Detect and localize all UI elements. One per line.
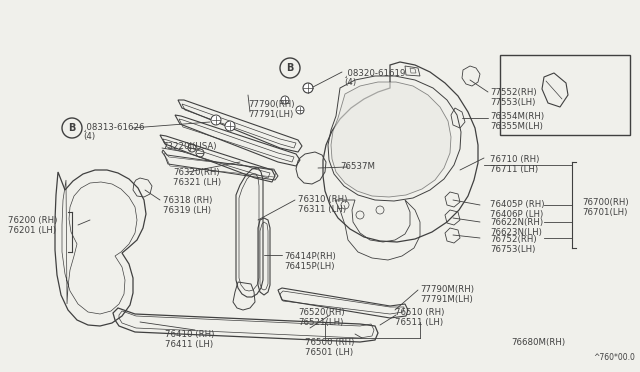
Text: 76414P(RH)
76415P(LH): 76414P(RH) 76415P(LH) [284, 252, 336, 272]
Text: 77552(RH)
77553(LH): 77552(RH) 77553(LH) [490, 88, 536, 108]
Circle shape [225, 121, 235, 131]
Text: 77790(RH)
77791(LH): 77790(RH) 77791(LH) [248, 100, 294, 119]
Text: B: B [286, 63, 294, 73]
Text: 76200 (RH)
76201 (LH): 76200 (RH) 76201 (LH) [8, 216, 58, 235]
Text: 76520(RH)
76521(LH): 76520(RH) 76521(LH) [298, 308, 344, 327]
Text: 76320(RH)
76321 (LH): 76320(RH) 76321 (LH) [173, 168, 221, 187]
Circle shape [281, 96, 289, 104]
Text: 76752(RH)
76753(LH): 76752(RH) 76753(LH) [490, 235, 536, 254]
Text: 76310 (RH)
76311 (LH): 76310 (RH) 76311 (LH) [298, 195, 348, 214]
Text: 76510 (RH)
76511 (LH): 76510 (RH) 76511 (LH) [395, 308, 444, 327]
Bar [500, 55, 630, 135]
Text: 76500 (RH)
76501 (LH): 76500 (RH) 76501 (LH) [305, 338, 355, 357]
Circle shape [211, 115, 221, 125]
Circle shape [303, 83, 313, 93]
Text: 76680M(RH): 76680M(RH) [511, 338, 565, 347]
Text: 76318 (RH)
76319 (LH): 76318 (RH) 76319 (LH) [163, 196, 212, 215]
Text: ¸08320-61619
(4): ¸08320-61619 (4) [344, 68, 406, 87]
Circle shape [296, 106, 304, 114]
Circle shape [280, 58, 300, 78]
Text: 76700(RH)
76701(LH): 76700(RH) 76701(LH) [582, 198, 628, 217]
Text: 76537M: 76537M [340, 162, 375, 171]
Text: 73220J(USA): 73220J(USA) [162, 142, 216, 151]
Text: 76410 (RH)
76411 (LH): 76410 (RH) 76411 (LH) [165, 330, 214, 349]
Text: ¸08313-61626
(4): ¸08313-61626 (4) [83, 122, 145, 141]
Text: 76405P (RH)
76406P (LH): 76405P (RH) 76406P (LH) [490, 200, 545, 219]
Text: 76710 (RH)
76711 (LH): 76710 (RH) 76711 (LH) [490, 155, 540, 174]
Text: 77790M(RH)
77791M(LH): 77790M(RH) 77791M(LH) [420, 285, 474, 304]
Text: 76354M(RH)
76355M(LH): 76354M(RH) 76355M(LH) [490, 112, 544, 131]
Circle shape [62, 118, 82, 138]
Text: 76622N(RH)
76623N(LH): 76622N(RH) 76623N(LH) [490, 218, 543, 237]
Polygon shape [331, 82, 451, 197]
Text: ^760*00.0: ^760*00.0 [593, 353, 635, 362]
Text: B: B [68, 123, 76, 133]
